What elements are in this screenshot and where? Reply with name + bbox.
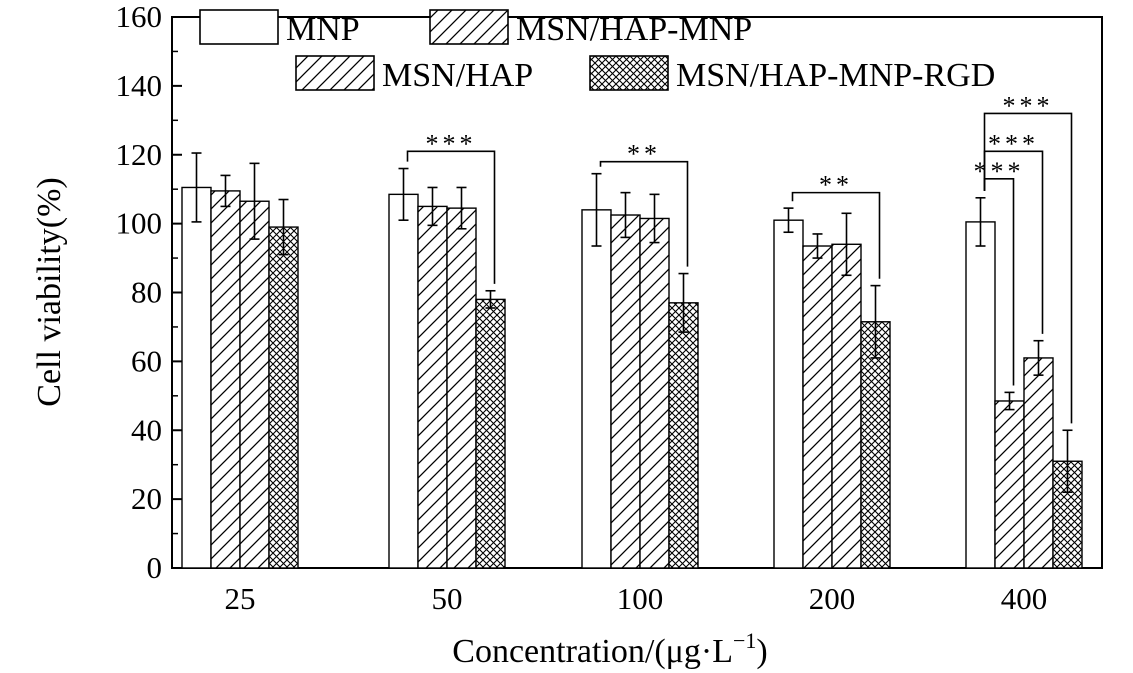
bar-msn-hap-100 [639,217,670,569]
y-tick-label: 160 [116,0,163,34]
x-tick-label: 50 [432,581,463,616]
bar-msn-hap-mnp-400 [994,400,1025,569]
x-axis-title-close: ) [756,633,767,670]
significance-label: *** [426,129,477,158]
legend-swatch-mnp [199,9,279,45]
bar-mnp-25 [181,186,212,569]
significance-bracket [406,150,496,284]
x-tick-label: 100 [617,581,664,616]
legend-label: MSN/HAP-MNP [516,11,752,48]
legend: MNP MSN/HAP-MNP MSN/HAP MSN/HAP-MNP-RGD [199,9,995,94]
bar-msn-hap-200 [831,243,862,569]
significance-label: ** [627,140,661,169]
bar-msn-hap-25 [239,200,270,569]
bar-msn-hap-400 [1023,357,1054,569]
legend-label: MSN/HAP-MNP-RGD [676,57,995,94]
y-axis: 0 20 40 60 80 100 120 140 160 [116,0,182,585]
y-tick-label: 100 [116,206,163,241]
bar-mnp-50 [388,193,419,569]
bars [181,186,1083,569]
significance-label: ** [819,171,853,200]
legend-label: MSN/HAP [382,57,533,94]
legend-label: MNP [286,11,360,48]
legend-swatch-msn-hap [295,55,375,91]
y-tick-label: 0 [147,550,163,585]
significance-label: *** [1003,91,1054,120]
bar-msn-hap-mnp-rgd-100 [668,302,699,569]
x-tick-label: 400 [1001,581,1048,616]
bar-msn-hap-mnp-rgd-25 [268,226,299,569]
significance-label: *** [974,157,1025,186]
legend-swatch-msn-hap-mnp [429,9,509,45]
error-bars [191,152,1073,494]
bar-msn-hap-mnp-rgd-50 [475,298,506,569]
significance-bracket [983,112,1073,424]
y-tick-label: 140 [116,68,163,103]
x-tick-label: 200 [809,581,856,616]
bar-msn-hap-mnp-rgd-200 [860,321,891,569]
legend-swatch-msn-hap-mnp-rgd [589,55,669,91]
significance-bracket [599,160,689,267]
x-axis-title-main: Concentration/(μg·L [452,633,733,670]
x-axis: 25 50 100 200 400 [225,559,1048,616]
significance-brackets: *** **** ********* [406,91,1073,424]
x-tick-label: 25 [225,581,256,616]
bar-msn-hap-mnp-25 [210,190,241,569]
significance-bracket [791,191,881,279]
y-axis-title: Cell viability(%) [31,177,68,406]
bar-mnp-200 [773,219,804,569]
significance-label: *** [988,129,1039,158]
y-tick-label: 80 [131,275,162,310]
bar-mnp-400 [965,221,996,569]
bar-msn-hap-mnp-50 [417,205,448,569]
bar-mnp-100 [581,209,612,569]
y-tick-label: 20 [131,481,162,516]
bar-msn-hap-mnp-200 [802,245,833,569]
bar-msn-hap-mnp-100 [610,214,641,569]
x-axis-title: Concentration/(μg·L−1) [452,628,767,670]
x-axis-title-exponent: −1 [733,628,756,653]
bar-msn-hap-50 [446,207,477,569]
y-tick-label: 40 [131,412,162,447]
y-tick-label: 120 [116,137,163,172]
y-tick-label: 60 [131,343,162,378]
